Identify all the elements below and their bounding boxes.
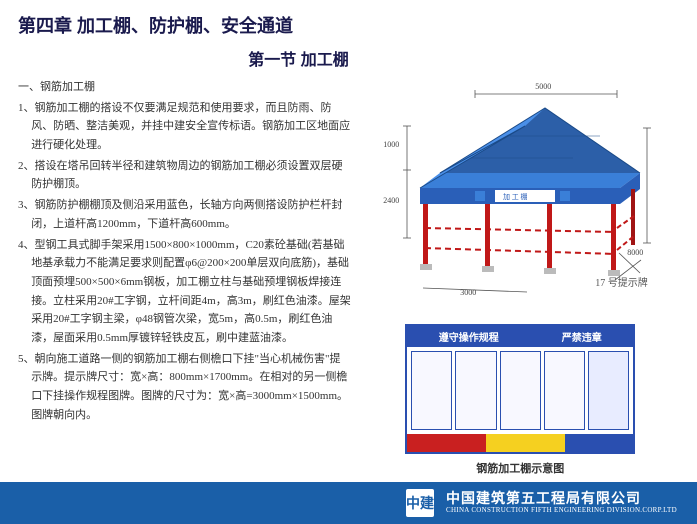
info-cell	[588, 351, 629, 430]
section-title: 第一节 加工棚	[0, 46, 679, 70]
company-logo: 中建	[406, 489, 434, 517]
dim-depth: 3000	[460, 288, 476, 297]
chapter-title: 第四章 加工棚、防护棚、安全通道	[18, 12, 679, 38]
heading-1: 一、钢筋加工棚	[18, 78, 351, 97]
company-name-en: CHINA CONSTRUCTION FIFTH ENGINEERING DIV…	[446, 507, 677, 515]
diagram-column: 加 工 棚 5000 1000 2400 8000 3000 17 号提示牌 遵…	[361, 78, 679, 476]
text-column: 一、钢筋加工棚 1、钢筋加工棚的搭设不仅要满足规范和使用要求，而且防雨、防风、防…	[18, 78, 351, 476]
footer-red	[407, 434, 486, 452]
diagram-caption: 钢筋加工棚示意图	[476, 460, 564, 476]
info-cell	[411, 351, 452, 430]
footer-text: 中国建筑第五工程局有限公司 CHINA CONSTRUCTION FIFTH E…	[446, 491, 677, 514]
footer-yellow	[486, 434, 565, 452]
footer-bar: 中建 中国建筑第五工程局有限公司 CHINA CONSTRUCTION FIFT…	[0, 482, 697, 524]
list-item: 1、钢筋加工棚的搭设不仅要满足规范和使用要求，而且防雨、防风、防晒、整洁美观，并…	[31, 99, 351, 155]
info-header-right: 严禁违章	[562, 329, 602, 344]
info-cell	[544, 351, 585, 430]
company-name-cn: 中国建筑第五工程局有限公司	[446, 491, 677, 506]
info-header-left: 遵守操作规程	[439, 329, 499, 344]
info-board-header: 遵守操作规程 严禁违章	[407, 326, 633, 347]
info-cell	[500, 351, 541, 430]
dim-h1: 1000	[383, 140, 399, 149]
dim-span: 5000	[535, 82, 551, 91]
list-item: 5、朝向施工道路一侧的钢筋加工棚右侧檐口下挂"当心机械伤害"提示牌。提示牌尺寸：…	[31, 350, 351, 425]
list-item: 3、钢筋防护棚棚顶及侧沿采用蓝色，长轴方向两侧搭设防护栏杆封闭，上道杆高1200…	[31, 196, 351, 233]
dim-length: 8000	[627, 248, 643, 257]
info-board-footer	[407, 434, 633, 452]
callout-label: 17 号提示牌	[595, 274, 648, 289]
list-item: 2、搭设在塔吊回转半径和建筑物周边的钢筋加工棚必须设置双层硬防护棚顶。	[31, 157, 351, 194]
list-item: 4、型钢工具式脚手架采用1500×800×1000mm，C20素砼基础(若基础地…	[31, 236, 351, 348]
content-area: 一、钢筋加工棚 1、钢筋加工棚的搭设不仅要满足规范和使用要求，而且防雨、防风、防…	[18, 78, 679, 476]
info-cell	[455, 351, 496, 430]
footer-blue	[565, 434, 633, 452]
svg-text:加 工 棚: 加 工 棚	[503, 192, 528, 201]
info-board-body	[407, 347, 633, 434]
info-board: 遵守操作规程 严禁违章	[405, 324, 635, 454]
slide-page: 第四章 加工棚、防护棚、安全通道 第一节 加工棚 一、钢筋加工棚 1、钢筋加工棚…	[0, 0, 697, 524]
shed-diagram: 加 工 棚 5000 1000 2400 8000 3000 17 号提示牌	[375, 78, 665, 318]
dim-h2: 2400	[383, 196, 399, 205]
